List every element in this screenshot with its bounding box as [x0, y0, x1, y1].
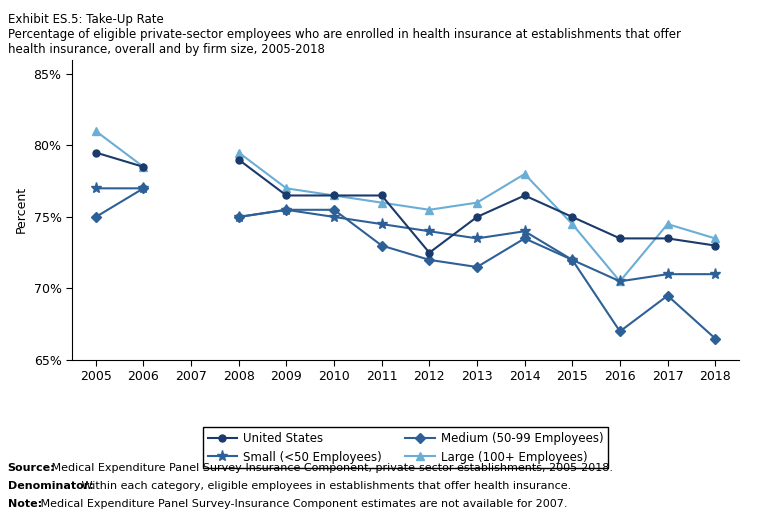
Line: Small (<50 Employees): Small (<50 Employees) [90, 183, 721, 287]
Y-axis label: Percent: Percent [15, 186, 28, 233]
Large (100+ Employees) [139, 164, 148, 170]
United States [282, 192, 291, 198]
United States [663, 235, 672, 241]
Text: Medical Expenditure Panel Survey-Insurance Component, private-sector establishme: Medical Expenditure Panel Survey-Insuran… [48, 463, 612, 472]
Small (<50 Employees) [91, 185, 100, 192]
United States [424, 250, 434, 256]
Medium (50-99 Employees) [615, 328, 625, 335]
Medium (50-99 Employees) [663, 293, 672, 299]
Small (<50 Employees) [663, 271, 672, 277]
Large (100+ Employees) [424, 207, 434, 213]
Small (<50 Employees) [139, 185, 148, 192]
Large (100+ Employees) [91, 128, 100, 134]
Line: United States: United States [92, 149, 719, 256]
Text: Note:: Note: [8, 499, 42, 509]
United States [330, 192, 339, 198]
Medium (50-99 Employees) [330, 207, 339, 213]
Large (100+ Employees) [234, 150, 243, 156]
United States [472, 214, 481, 220]
United States [520, 192, 529, 198]
Medium (50-99 Employees) [282, 207, 291, 213]
Large (100+ Employees) [520, 171, 529, 177]
Line: Medium (50-99 Employees): Medium (50-99 Employees) [92, 185, 719, 342]
Large (100+ Employees) [663, 221, 672, 227]
Medium (50-99 Employees) [377, 242, 387, 249]
Large (100+ Employees) [472, 199, 481, 206]
Small (<50 Employees) [711, 271, 720, 277]
Text: Denominator:: Denominator: [8, 481, 93, 491]
Medium (50-99 Employees) [424, 257, 434, 263]
Large (100+ Employees) [711, 235, 720, 241]
Medium (50-99 Employees) [234, 214, 243, 220]
United States [91, 150, 100, 156]
United States [568, 214, 577, 220]
United States [234, 156, 243, 163]
Small (<50 Employees) [424, 228, 434, 234]
United States [615, 235, 625, 241]
United States [139, 164, 148, 170]
Small (<50 Employees) [472, 235, 481, 241]
Medium (50-99 Employees) [520, 235, 529, 241]
Large (100+ Employees) [615, 278, 625, 284]
Small (<50 Employees) [520, 228, 529, 234]
Small (<50 Employees) [377, 221, 387, 227]
Legend: United States, Small (<50 Employees), Medium (50-99 Employees), Large (100+ Empl: United States, Small (<50 Employees), Me… [203, 427, 608, 468]
Medium (50-99 Employees) [91, 214, 100, 220]
Text: Exhibit ES.5: Take-Up Rate: Exhibit ES.5: Take-Up Rate [8, 13, 163, 26]
Small (<50 Employees) [615, 278, 625, 284]
Text: Source:: Source: [8, 463, 55, 472]
Text: Medical Expenditure Panel Survey-Insurance Component estimates are not available: Medical Expenditure Panel Survey-Insuran… [37, 499, 568, 509]
Medium (50-99 Employees) [472, 264, 481, 270]
Large (100+ Employees) [282, 185, 291, 192]
Medium (50-99 Employees) [568, 257, 577, 263]
Text: Within each category, eligible employees in establishments that offer health ins: Within each category, eligible employees… [78, 481, 572, 491]
United States [711, 242, 720, 249]
Small (<50 Employees) [568, 257, 577, 263]
Line: Large (100+ Employees): Large (100+ Employees) [92, 127, 719, 285]
Medium (50-99 Employees) [139, 185, 148, 192]
Large (100+ Employees) [568, 221, 577, 227]
Large (100+ Employees) [377, 199, 387, 206]
Small (<50 Employees) [234, 214, 243, 220]
Medium (50-99 Employees) [711, 336, 720, 342]
Small (<50 Employees) [330, 214, 339, 220]
Large (100+ Employees) [330, 192, 339, 198]
Small (<50 Employees) [282, 207, 291, 213]
Text: Percentage of eligible private-sector employees who are enrolled in health insur: Percentage of eligible private-sector em… [8, 28, 681, 56]
United States [377, 192, 387, 198]
